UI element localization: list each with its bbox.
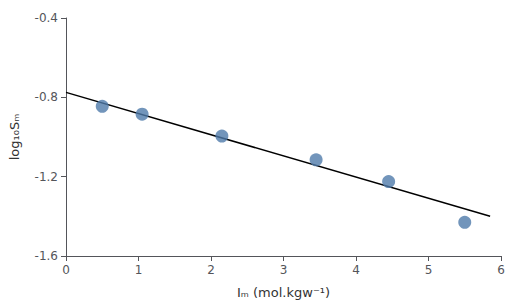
svg-text:6: 6	[497, 263, 505, 277]
svg-text:2: 2	[207, 263, 215, 277]
svg-text:3: 3	[280, 263, 288, 277]
svg-text:5: 5	[425, 263, 433, 277]
svg-text:-0.4: -0.4	[35, 11, 58, 25]
svg-text:log₁₀Sₘ: log₁₀Sₘ	[7, 114, 22, 161]
svg-text:1: 1	[135, 263, 143, 277]
svg-text:Iₘ (mol.kgw⁻¹): Iₘ (mol.kgw⁻¹)	[237, 285, 330, 300]
svg-text:-1.6: -1.6	[35, 249, 58, 263]
svg-text:0: 0	[62, 263, 70, 277]
svg-text:4: 4	[352, 263, 360, 277]
svg-text:-0.8: -0.8	[35, 90, 58, 104]
svg-text:-1.2: -1.2	[35, 170, 58, 184]
